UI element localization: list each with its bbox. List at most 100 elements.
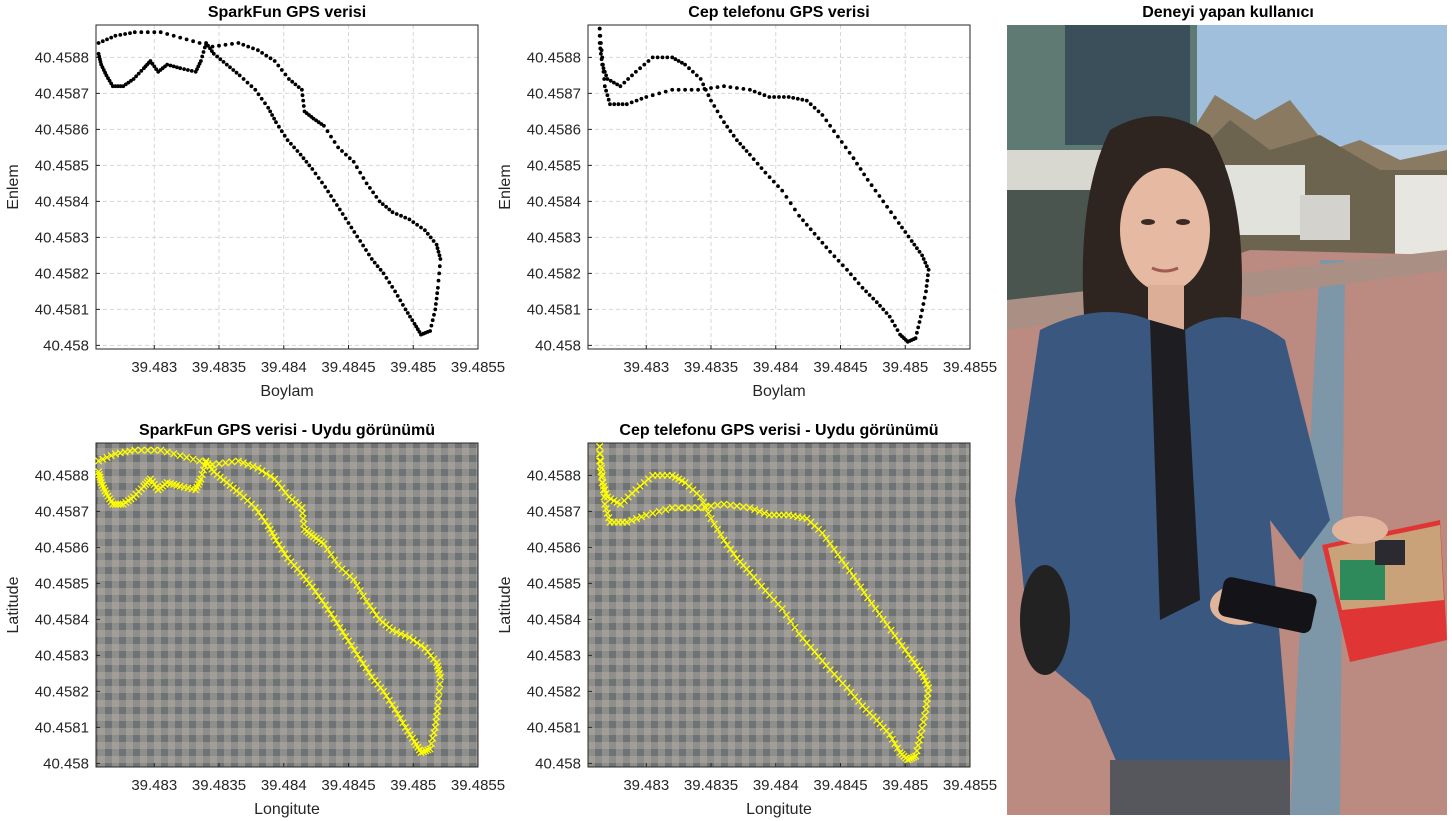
track-point	[113, 84, 118, 89]
y-tick-label: 40.4585	[527, 575, 581, 592]
track-point	[687, 66, 691, 71]
x-tick-label: 39.483	[131, 777, 177, 794]
track-point	[748, 152, 752, 157]
track-point	[920, 253, 924, 258]
track-point	[696, 87, 700, 92]
track-point	[298, 152, 303, 157]
track-marker	[99, 455, 107, 463]
track-point	[920, 308, 924, 313]
track-marker	[362, 664, 370, 672]
track-point	[604, 73, 608, 78]
track-marker	[860, 588, 868, 597]
track-marker	[674, 504, 683, 512]
track-point	[329, 134, 333, 139]
track-point	[325, 129, 330, 134]
track-marker	[649, 509, 657, 517]
track-point	[650, 93, 655, 98]
track-marker	[600, 493, 608, 501]
track-marker	[782, 611, 791, 619]
track-point	[204, 42, 209, 47]
track-point	[223, 42, 228, 47]
track-point	[264, 53, 269, 58]
track-point	[762, 93, 767, 98]
track-marker	[258, 513, 266, 521]
track-point	[757, 91, 762, 96]
x-tick-label: 39.4835	[684, 359, 738, 376]
track-point	[296, 85, 301, 89]
track-marker	[394, 710, 402, 718]
user-photo-panel: Deneyi yapan kullanıcı	[1007, 4, 1447, 815]
track-marker	[765, 511, 773, 519]
track-point	[96, 41, 101, 45]
track-marker	[215, 460, 223, 468]
track-point	[804, 222, 809, 227]
track-marker	[871, 604, 880, 613]
track-marker	[849, 572, 858, 580]
track-point	[304, 159, 309, 164]
track-point	[642, 62, 647, 67]
x-tick-label: 39.4835	[192, 359, 246, 376]
track-marker	[891, 739, 899, 748]
track-point	[231, 68, 236, 72]
track-marker	[434, 702, 442, 710]
track-marker	[842, 561, 850, 570]
track-marker	[597, 464, 606, 472]
track-point	[131, 77, 136, 81]
y-tick-label: 40.458	[535, 337, 581, 354]
track-point	[337, 207, 342, 212]
track-marker	[427, 739, 436, 748]
track-point	[364, 248, 368, 252]
track-point	[600, 55, 605, 60]
track-marker	[157, 446, 165, 454]
track-marker	[350, 646, 358, 654]
track-point	[234, 70, 239, 75]
track-point	[638, 66, 642, 71]
y-axis-label: Enlem	[497, 164, 514, 209]
track-marker	[910, 658, 918, 667]
track-marker	[379, 687, 388, 696]
track-point	[851, 156, 856, 161]
track-point	[599, 51, 603, 56]
track-point	[660, 55, 665, 60]
track-point	[634, 69, 638, 74]
track-point	[371, 190, 375, 195]
y-tick-label: 40.458	[43, 337, 89, 354]
track-point	[279, 129, 284, 134]
track-point	[237, 73, 242, 78]
y-tick-label: 40.4582	[35, 683, 89, 700]
track-point	[741, 87, 746, 91]
track-point	[428, 235, 433, 240]
track-point	[663, 89, 668, 94]
track-marker	[318, 596, 326, 605]
track-marker	[707, 514, 715, 523]
y-tick-label: 40.4588	[527, 467, 581, 484]
track-point	[301, 104, 306, 108]
track-marker	[396, 714, 404, 723]
track-point	[865, 177, 870, 182]
track-point	[887, 314, 892, 319]
grid-lines	[96, 25, 479, 349]
track-point	[200, 54, 205, 59]
track-point	[218, 57, 223, 62]
track-point	[605, 93, 610, 98]
track-marker	[887, 626, 895, 634]
track-point	[110, 84, 115, 89]
y-tick-label: 40.4583	[35, 229, 89, 246]
track-marker	[596, 450, 604, 458]
y-tick-label: 40.4583	[527, 647, 581, 664]
track-marker	[94, 468, 103, 476]
track-point	[771, 179, 776, 184]
track-marker	[906, 755, 914, 763]
track-point	[601, 66, 606, 71]
track-marker	[914, 741, 922, 750]
track-point	[923, 260, 928, 265]
track-point	[276, 63, 281, 68]
track-marker	[353, 581, 361, 589]
track-point	[369, 257, 374, 261]
track-point	[343, 216, 348, 221]
y-tick-label: 40.4581	[35, 301, 89, 318]
track-point	[676, 87, 681, 92]
track-point	[598, 33, 603, 38]
track-marker	[244, 460, 252, 469]
track-point	[615, 82, 619, 87]
